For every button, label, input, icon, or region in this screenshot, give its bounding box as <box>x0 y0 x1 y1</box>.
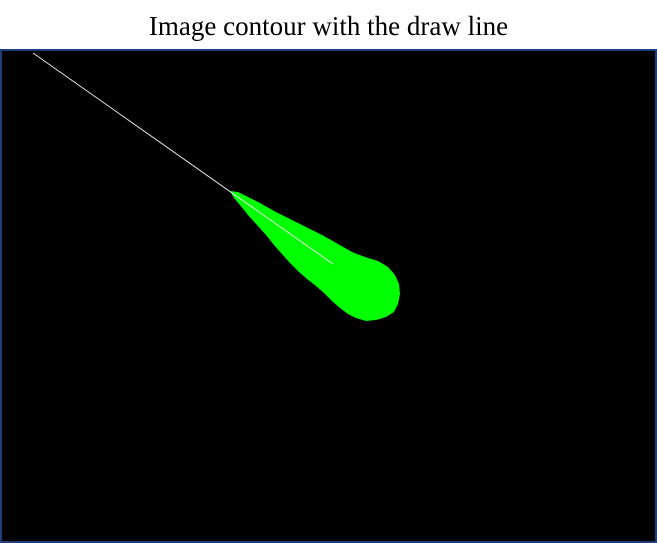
figure-title: Image contour with the draw line <box>148 11 509 41</box>
image-panel <box>0 49 657 543</box>
contour-image <box>2 51 655 541</box>
contour-blob <box>230 191 400 321</box>
draw-line <box>32 52 334 265</box>
